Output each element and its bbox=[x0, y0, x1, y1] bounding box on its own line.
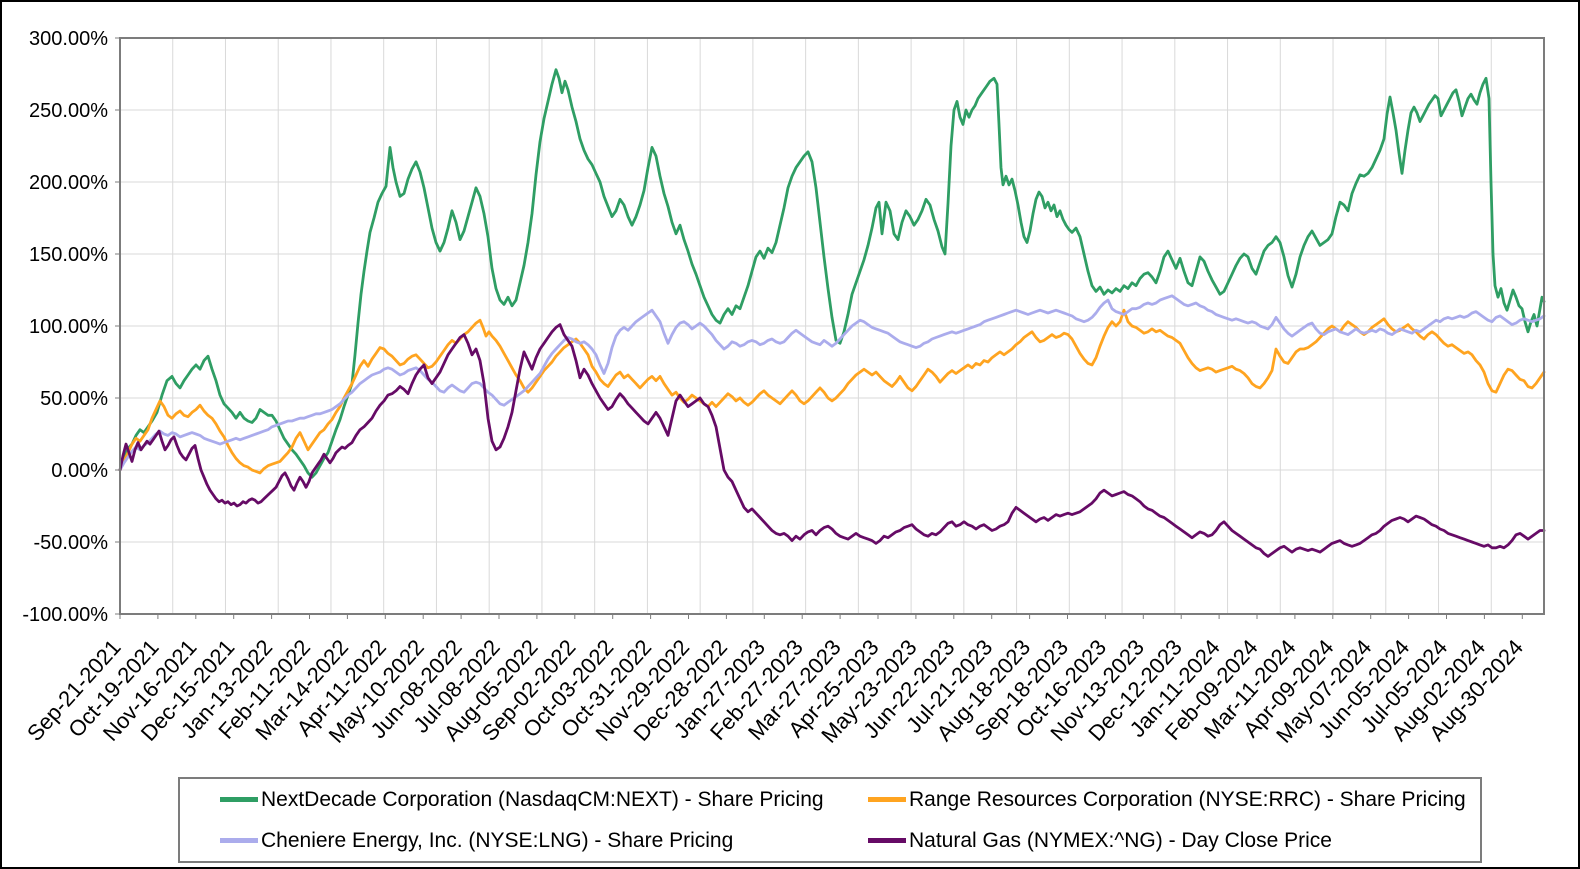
y-tick-label: 250.00% bbox=[29, 100, 108, 122]
series-line-lng bbox=[118, 294, 1546, 472]
legend-line-swatch-range-resources bbox=[868, 797, 906, 802]
y-tick-label: 300.00% bbox=[29, 28, 108, 50]
legend-item-range-resources: Range Resources Corporation (NYSE:RRC) -… bbox=[868, 788, 1480, 812]
y-tick-label: 200.00% bbox=[29, 172, 108, 194]
series-line-ng bbox=[118, 323, 1546, 558]
legend-line-swatch-natural-gas bbox=[868, 838, 906, 843]
legend-item-cheniere: Cheniere Energy, Inc. (NYSE:LNG) - Share… bbox=[220, 829, 868, 853]
legend-label-natural-gas: Natural Gas (NYMEX:^NG) - Day Close Pric… bbox=[909, 828, 1332, 852]
line-chart-plot: 300.00% 250.00% 200.00% 150.00% 100.00% 50.00… bbox=[22, 28, 1546, 748]
legend-item-nextdecade: NextDecade Corporation (NasdaqCM:NEXT) -… bbox=[220, 788, 868, 812]
series-line-next bbox=[118, 68, 1546, 479]
legend: NextDecade Corporation (NasdaqCM:NEXT) -… bbox=[178, 777, 1482, 863]
legend-item-natural-gas: Natural Gas (NYMEX:^NG) - Day Close Pric… bbox=[868, 829, 1480, 853]
y-tick-label: 50.00% bbox=[40, 388, 108, 410]
y-tick-label: 150.00% bbox=[29, 244, 108, 266]
x-axis-labels: Sep-21-2021Oct-19-2021Nov-16-2021Dec-15-… bbox=[22, 614, 1528, 748]
legend-line-swatch-cheniere bbox=[220, 838, 258, 843]
legend-label-nextdecade: NextDecade Corporation (NasdaqCM:NEXT) -… bbox=[261, 787, 824, 811]
y-tick-label: 0.00% bbox=[51, 460, 108, 482]
series-line-rrc bbox=[118, 308, 1546, 475]
legend-label-range-resources: Range Resources Corporation (NYSE:RRC) -… bbox=[909, 787, 1466, 811]
legend-label-cheniere: Cheniere Energy, Inc. (NYSE:LNG) - Share… bbox=[261, 828, 734, 852]
y-axis-labels: 300.00% 250.00% 200.00% 150.00% 100.00% 50.00… bbox=[22, 28, 120, 626]
y-tick-label: -50.00% bbox=[34, 532, 109, 554]
vertical-gridlines bbox=[172, 38, 1492, 614]
y-tick-label: -100.00% bbox=[22, 604, 108, 626]
y-tick-label: 100.00% bbox=[29, 316, 108, 338]
legend-line-swatch-nextdecade bbox=[220, 797, 258, 802]
